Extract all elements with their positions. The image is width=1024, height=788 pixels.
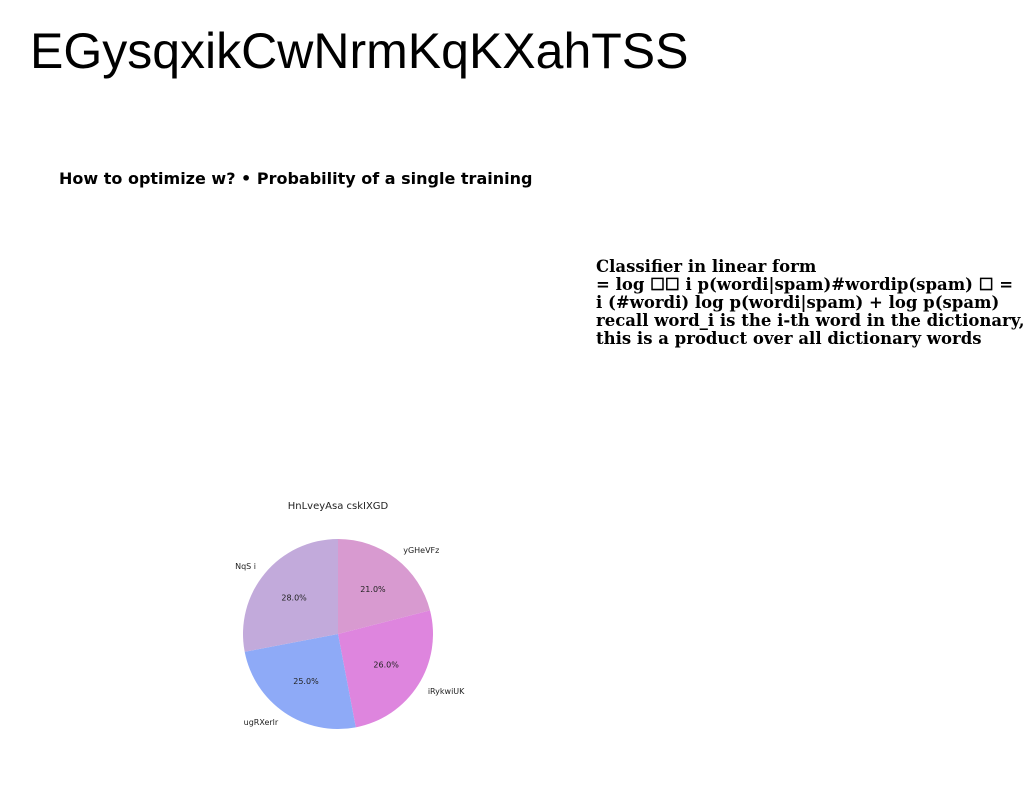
formula-line: Classifier in linear form <box>596 258 817 276</box>
slice-category-label: ugRXerlr <box>244 718 279 727</box>
slice-category-label: NqS i <box>235 562 256 571</box>
formula-block: Classifier in linear form = log ☐☐ i p(w… <box>596 258 1024 348</box>
slice-percent-label: 28.0% <box>281 594 307 603</box>
slice-percent-label: 21.0% <box>360 585 386 594</box>
pie-slice <box>244 634 356 729</box>
pie-slice <box>338 610 433 728</box>
slice-percent-label: 25.0% <box>293 677 319 686</box>
formula-line: i (#wordi) log p(wordi|spam) + log p(spa… <box>596 293 1000 312</box>
pie-chart: HnLveyAsa cskIXGD 21.0% yGHeVFz 26.0% iRykw… <box>235 501 465 729</box>
pie-slice <box>243 539 338 652</box>
bullet-text: How to optimize w? • Probability of a si… <box>59 169 533 188</box>
slide-title: EGysqxikCwNrmKqKXahTSS <box>30 23 689 79</box>
formula-line: = log ☐☐ i p(wordi|spam)#wordip(spam) ☐ … <box>596 275 1014 294</box>
chart-title: HnLveyAsa cskIXGD <box>288 501 389 512</box>
slice-category-label: iRykwiUK <box>428 687 465 696</box>
slice-percent-label: 26.0% <box>373 661 399 670</box>
formula-line: this is a product over all dictionary wo… <box>596 329 982 348</box>
formula-line: recall word_i is the i-th word in the di… <box>596 311 1024 330</box>
pie-slice <box>338 539 431 634</box>
slice-category-label: yGHeVFz <box>403 546 439 555</box>
